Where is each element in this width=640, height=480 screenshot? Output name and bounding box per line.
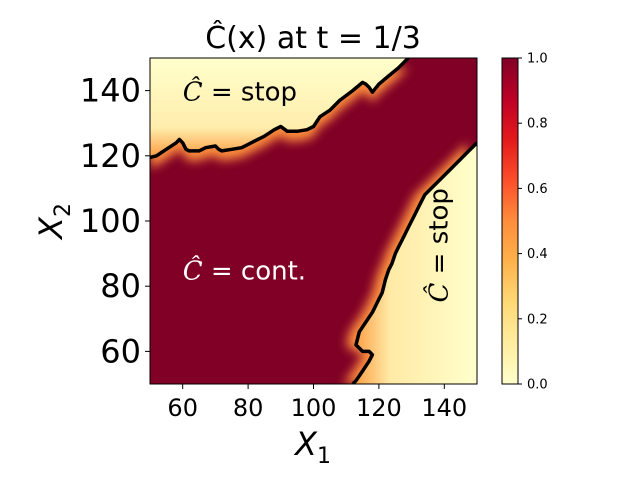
region-annotation-0: Ĉ = stop <box>183 75 297 107</box>
colorbar <box>501 57 519 385</box>
colorbar-tick-label: 0.2 <box>527 312 548 327</box>
y-tick-label: 60 <box>100 332 141 370</box>
colorbar-tick-label: 1.0 <box>527 52 548 67</box>
boundary-upper <box>150 58 410 160</box>
x-tick-label: 140 <box>421 394 467 422</box>
lower-stop-region <box>352 142 477 384</box>
y-tick-label: 100 <box>80 202 141 240</box>
boundary-lower <box>351 141 477 384</box>
x-tick-label: 120 <box>356 394 402 422</box>
colorbar-tick-label: 0.8 <box>527 117 548 132</box>
upper-stop-region <box>150 58 477 158</box>
y-axis-label: X2 <box>32 203 76 241</box>
region-annotation-1: Ĉ = cont. <box>183 255 306 287</box>
colorbar-tick-label: 0.4 <box>527 247 548 262</box>
chart-title: Ĉ(x) at t = 1/3 <box>205 19 421 56</box>
colorbar-tick-label: 0.0 <box>527 378 548 393</box>
y-tick-label: 120 <box>80 137 141 175</box>
colorbar-tick-label: 0.6 <box>527 182 548 197</box>
y-tick-label: 140 <box>80 72 141 110</box>
x-tick-label: 100 <box>291 394 337 422</box>
x-tick-label: 60 <box>167 394 198 422</box>
x-axis-label: X1 <box>293 425 331 469</box>
heatmap-area <box>150 58 477 384</box>
region-annotation-2: Ĉ = stop <box>423 188 455 302</box>
y-tick-label: 80 <box>100 267 141 305</box>
x-tick-label: 80 <box>233 394 264 422</box>
